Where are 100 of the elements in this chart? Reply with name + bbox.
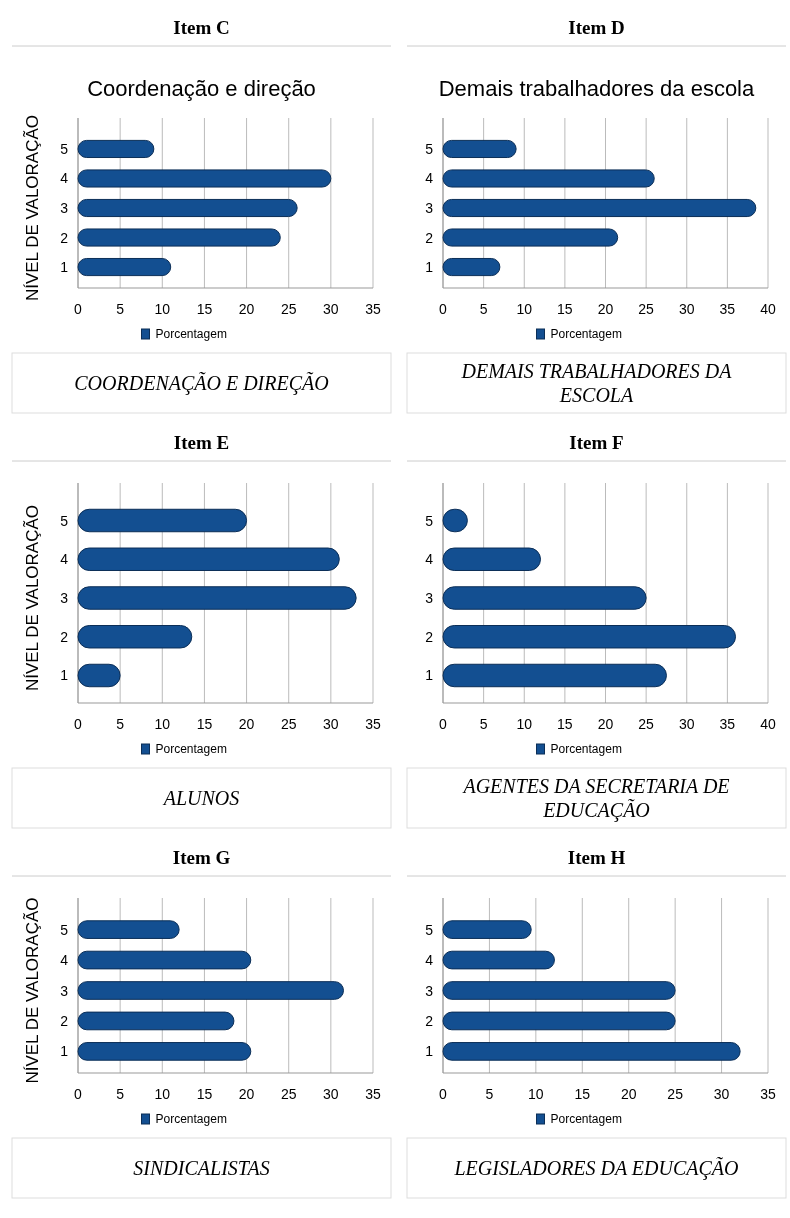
y-axis-title: NÍVEL DE VALORAÇÃO: [23, 504, 42, 692]
y-axis-title: NÍVEL DE VALORAÇÃO: [23, 897, 42, 1084]
x-tick-label: 35: [365, 301, 381, 317]
y-tick-label: 1: [60, 1043, 69, 1060]
bar: [442, 1042, 741, 1061]
chart-title: Item C: [173, 17, 230, 38]
y-tick-label: 5: [425, 921, 434, 938]
y-tick-label: 2: [60, 628, 69, 645]
x-tick-label: 15: [557, 301, 573, 317]
bar: [442, 228, 619, 247]
x-tick-label: 30: [323, 716, 339, 732]
x-tick-label: 0: [439, 1086, 448, 1102]
x-tick-label: 5: [485, 1086, 494, 1102]
bar: [442, 586, 647, 610]
bar: [77, 586, 357, 610]
x-tick-label: 15: [557, 716, 573, 732]
x-tick-label: 20: [238, 1086, 255, 1102]
x-tick-label: 15: [196, 1086, 213, 1102]
chart-title: Item D: [568, 17, 625, 38]
bar: [442, 198, 757, 218]
bar: [77, 257, 172, 277]
y-tick-label: 1: [425, 259, 434, 276]
y-tick-label: 2: [60, 1012, 69, 1029]
x-tick-label: 35: [365, 716, 381, 732]
chart-subtitle: Coordenação e direção: [87, 76, 316, 101]
x-tick-label: 30: [323, 301, 339, 317]
chart-title: Item E: [173, 432, 230, 453]
x-tick-label: 25: [280, 1086, 297, 1102]
y-tick-label: 5: [425, 512, 434, 529]
x-tick-label: 30: [323, 1086, 339, 1102]
legend-label: Porcentagem: [155, 1112, 227, 1126]
y-tick-label: 3: [425, 590, 434, 606]
chart-title: Item F: [569, 432, 624, 453]
bar: [77, 508, 248, 533]
x-tick-label: 0: [74, 1086, 83, 1102]
y-tick-label: 1: [60, 259, 69, 276]
y-tick-label: 3: [60, 200, 69, 216]
bar: [77, 198, 298, 218]
y-tick-label: 4: [60, 551, 69, 568]
y-tick-label: 1: [425, 1043, 434, 1060]
bar: [77, 1011, 235, 1031]
y-tick-label: 3: [425, 200, 434, 216]
bar: [77, 950, 252, 970]
x-tick-label: 20: [597, 301, 614, 317]
x-tick-label: 25: [638, 301, 655, 317]
x-tick-label: 0: [74, 301, 83, 317]
x-tick-label: 10: [516, 716, 533, 732]
legend-label: Porcentagem: [155, 742, 227, 756]
y-tick-label: 3: [425, 982, 434, 999]
bar: [442, 625, 736, 649]
x-tick-label: 25: [280, 301, 297, 317]
bar: [77, 139, 155, 159]
x-tick-label: 15: [574, 1086, 591, 1102]
y-tick-label: 5: [60, 140, 69, 157]
text: DEMAIS TRABALHADORES DA ESCOLA: [460, 360, 733, 406]
x-tick-label: 35: [760, 1086, 776, 1102]
bar: [442, 547, 541, 571]
y-tick-label: 1: [425, 667, 434, 684]
x-tick-label: 20: [597, 716, 614, 732]
x-tick-label: 0: [439, 716, 448, 732]
x-tick-label: 20: [620, 1086, 637, 1102]
chart-title: Item G: [172, 847, 231, 868]
bar: [77, 228, 281, 247]
legend-label: Porcentagem: [155, 327, 227, 341]
x-tick-label: 5: [116, 301, 125, 317]
y-tick-label: 2: [425, 628, 434, 645]
y-tick-label: 2: [425, 1012, 434, 1029]
x-tick-label: 30: [678, 716, 695, 732]
y-tick-label: 5: [60, 512, 69, 529]
x-tick-label: 25: [638, 716, 655, 732]
bar: [442, 981, 676, 1000]
legend-label: Porcentagem: [550, 327, 622, 341]
bar: [442, 920, 532, 939]
bar: [77, 547, 340, 571]
bar: [77, 169, 332, 188]
bar: [77, 1042, 252, 1061]
bar: [442, 950, 555, 970]
x-tick-label: 10: [516, 301, 533, 317]
text: LEGISLADORES DA EDUCAÇÃO: [453, 1156, 739, 1180]
y-tick-label: 3: [60, 982, 69, 999]
bar: [442, 139, 517, 159]
y-tick-label: 1: [60, 667, 69, 684]
bar: [442, 257, 501, 277]
x-tick-label: 5: [479, 301, 488, 317]
y-tick-label: 3: [60, 590, 69, 606]
x-tick-label: 25: [667, 1086, 684, 1102]
x-tick-label: 10: [154, 1086, 171, 1102]
x-tick-label: 35: [719, 716, 736, 732]
x-tick-label: 10: [154, 716, 171, 732]
x-tick-label: 25: [280, 716, 297, 732]
y-tick-label: 2: [425, 229, 434, 246]
x-tick-label: 5: [116, 1086, 125, 1102]
x-tick-label: 10: [528, 1086, 544, 1102]
x-tick-label: 35: [365, 1086, 381, 1102]
text: AGENTES DA SECRETARIA DE EDUCAÇÃO: [461, 775, 730, 822]
x-tick-label: 30: [713, 1086, 730, 1102]
x-tick-label: 10: [154, 301, 171, 317]
y-tick-label: 4: [425, 952, 434, 969]
y-tick-label: 5: [60, 921, 69, 938]
x-tick-label: 0: [74, 716, 83, 732]
